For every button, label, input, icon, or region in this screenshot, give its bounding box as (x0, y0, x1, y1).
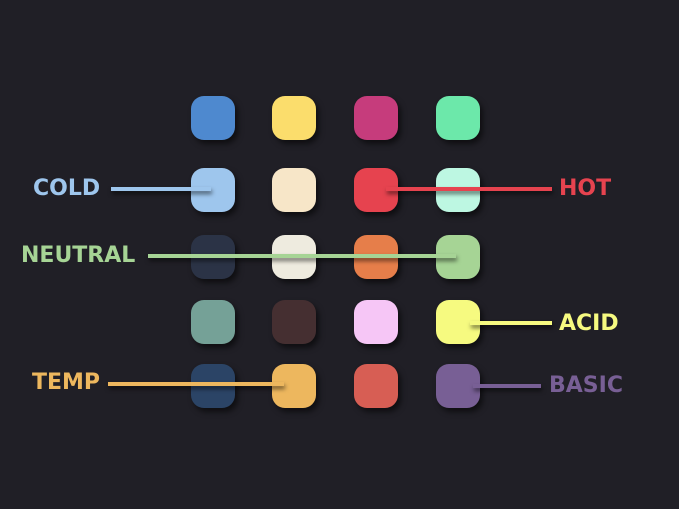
neutral-label: NEUTRAL (21, 243, 136, 268)
acid-label: ACID (559, 311, 619, 336)
color-swatch (354, 300, 398, 344)
color-swatch (436, 96, 480, 140)
color-swatch (354, 364, 398, 408)
color-swatch (272, 96, 316, 140)
temp-label: TEMP (32, 370, 101, 395)
basic-label: BASIC (549, 373, 623, 398)
cold-label: COLD (33, 176, 101, 201)
color-swatch (436, 364, 480, 408)
hot-label: HOT (559, 176, 612, 201)
color-swatch (272, 300, 316, 344)
color-swatch (191, 300, 235, 344)
color-swatch (354, 96, 398, 140)
color-swatch (191, 96, 235, 140)
color-swatch (272, 168, 316, 212)
